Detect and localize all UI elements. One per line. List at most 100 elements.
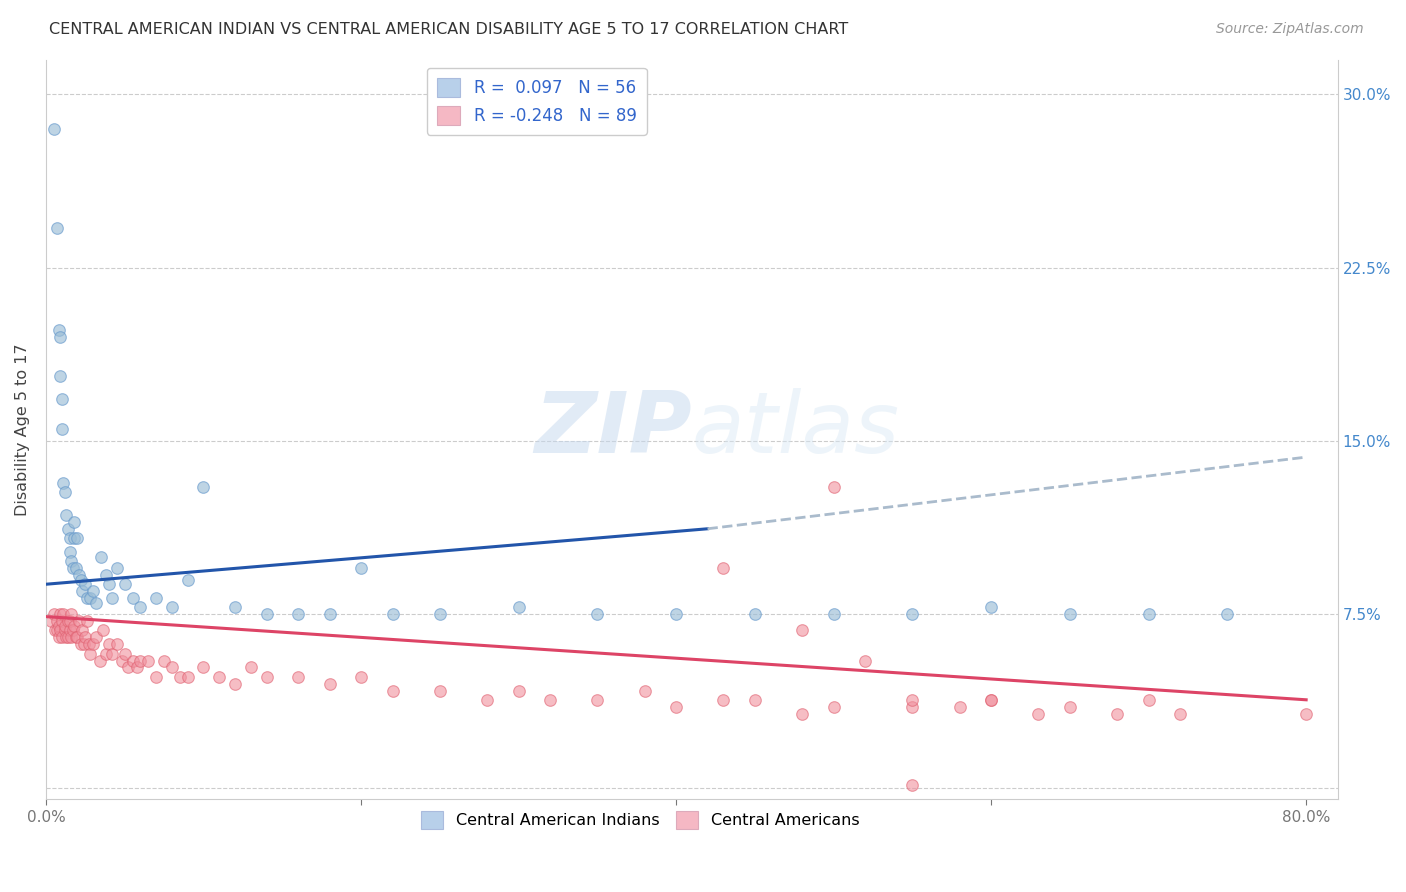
Point bbox=[91, 624, 114, 638]
Point bbox=[193, 480, 215, 494]
Point bbox=[53, 484, 76, 499]
Point bbox=[98, 577, 121, 591]
Point bbox=[46, 614, 69, 628]
Point bbox=[901, 699, 924, 714]
Text: Source: ZipAtlas.com: Source: ZipAtlas.com bbox=[1216, 22, 1364, 37]
Point bbox=[145, 591, 167, 606]
Point bbox=[586, 607, 609, 622]
Point bbox=[59, 624, 82, 638]
Point bbox=[42, 122, 65, 136]
Point bbox=[63, 515, 86, 529]
Point bbox=[1028, 706, 1050, 721]
Point bbox=[901, 607, 924, 622]
Point bbox=[39, 614, 62, 628]
Point bbox=[73, 637, 96, 651]
Point bbox=[60, 554, 83, 568]
Point bbox=[665, 607, 688, 622]
Point bbox=[1059, 699, 1081, 714]
Point bbox=[46, 624, 69, 638]
Point bbox=[55, 508, 77, 522]
Point bbox=[60, 631, 83, 645]
Point bbox=[1137, 693, 1160, 707]
Point bbox=[121, 591, 143, 606]
Point bbox=[980, 693, 1002, 707]
Point bbox=[49, 369, 72, 384]
Point bbox=[56, 522, 79, 536]
Point bbox=[127, 660, 149, 674]
Point bbox=[76, 591, 98, 606]
Point bbox=[66, 631, 89, 645]
Point bbox=[711, 561, 734, 575]
Point bbox=[76, 614, 98, 628]
Point bbox=[60, 607, 83, 622]
Point bbox=[160, 600, 183, 615]
Point bbox=[121, 653, 143, 667]
Point bbox=[381, 683, 404, 698]
Point bbox=[823, 607, 845, 622]
Point bbox=[53, 619, 76, 633]
Point bbox=[823, 699, 845, 714]
Point bbox=[1168, 706, 1191, 721]
Point bbox=[59, 545, 82, 559]
Point bbox=[1137, 607, 1160, 622]
Point bbox=[790, 624, 813, 638]
Point bbox=[239, 660, 262, 674]
Point bbox=[70, 624, 93, 638]
Point bbox=[51, 614, 73, 628]
Point bbox=[62, 561, 84, 575]
Point bbox=[67, 614, 90, 628]
Point bbox=[77, 637, 100, 651]
Point bbox=[48, 631, 70, 645]
Point bbox=[75, 631, 97, 645]
Point bbox=[49, 624, 72, 638]
Point bbox=[586, 693, 609, 707]
Point bbox=[318, 676, 340, 690]
Point bbox=[980, 600, 1002, 615]
Point bbox=[98, 637, 121, 651]
Point bbox=[138, 653, 160, 667]
Point bbox=[89, 653, 111, 667]
Point bbox=[224, 676, 246, 690]
Point bbox=[52, 475, 75, 490]
Point bbox=[350, 670, 373, 684]
Point bbox=[287, 607, 309, 622]
Point bbox=[744, 693, 766, 707]
Point bbox=[1295, 706, 1317, 721]
Point bbox=[287, 670, 309, 684]
Point bbox=[901, 778, 924, 792]
Point bbox=[114, 647, 136, 661]
Y-axis label: Disability Age 5 to 17: Disability Age 5 to 17 bbox=[15, 343, 30, 516]
Point bbox=[318, 607, 340, 622]
Point bbox=[160, 660, 183, 674]
Point bbox=[51, 392, 73, 407]
Point bbox=[65, 561, 87, 575]
Point bbox=[177, 573, 200, 587]
Point bbox=[94, 568, 117, 582]
Point bbox=[82, 637, 104, 651]
Point bbox=[52, 607, 75, 622]
Point bbox=[55, 631, 77, 645]
Point bbox=[101, 591, 124, 606]
Point bbox=[53, 624, 76, 638]
Point bbox=[65, 631, 87, 645]
Point bbox=[948, 699, 970, 714]
Point bbox=[129, 600, 152, 615]
Point bbox=[101, 647, 124, 661]
Point bbox=[79, 591, 101, 606]
Point bbox=[538, 693, 561, 707]
Legend: Central American Indians, Central Americans: Central American Indians, Central Americ… bbox=[415, 805, 866, 836]
Point bbox=[145, 670, 167, 684]
Point bbox=[129, 653, 152, 667]
Point bbox=[381, 607, 404, 622]
Point bbox=[94, 647, 117, 661]
Point bbox=[63, 619, 86, 633]
Point bbox=[49, 330, 72, 344]
Point bbox=[665, 699, 688, 714]
Point bbox=[256, 607, 278, 622]
Point bbox=[86, 596, 108, 610]
Point bbox=[823, 480, 845, 494]
Point bbox=[224, 600, 246, 615]
Point bbox=[633, 683, 655, 698]
Point bbox=[350, 561, 373, 575]
Point bbox=[429, 607, 451, 622]
